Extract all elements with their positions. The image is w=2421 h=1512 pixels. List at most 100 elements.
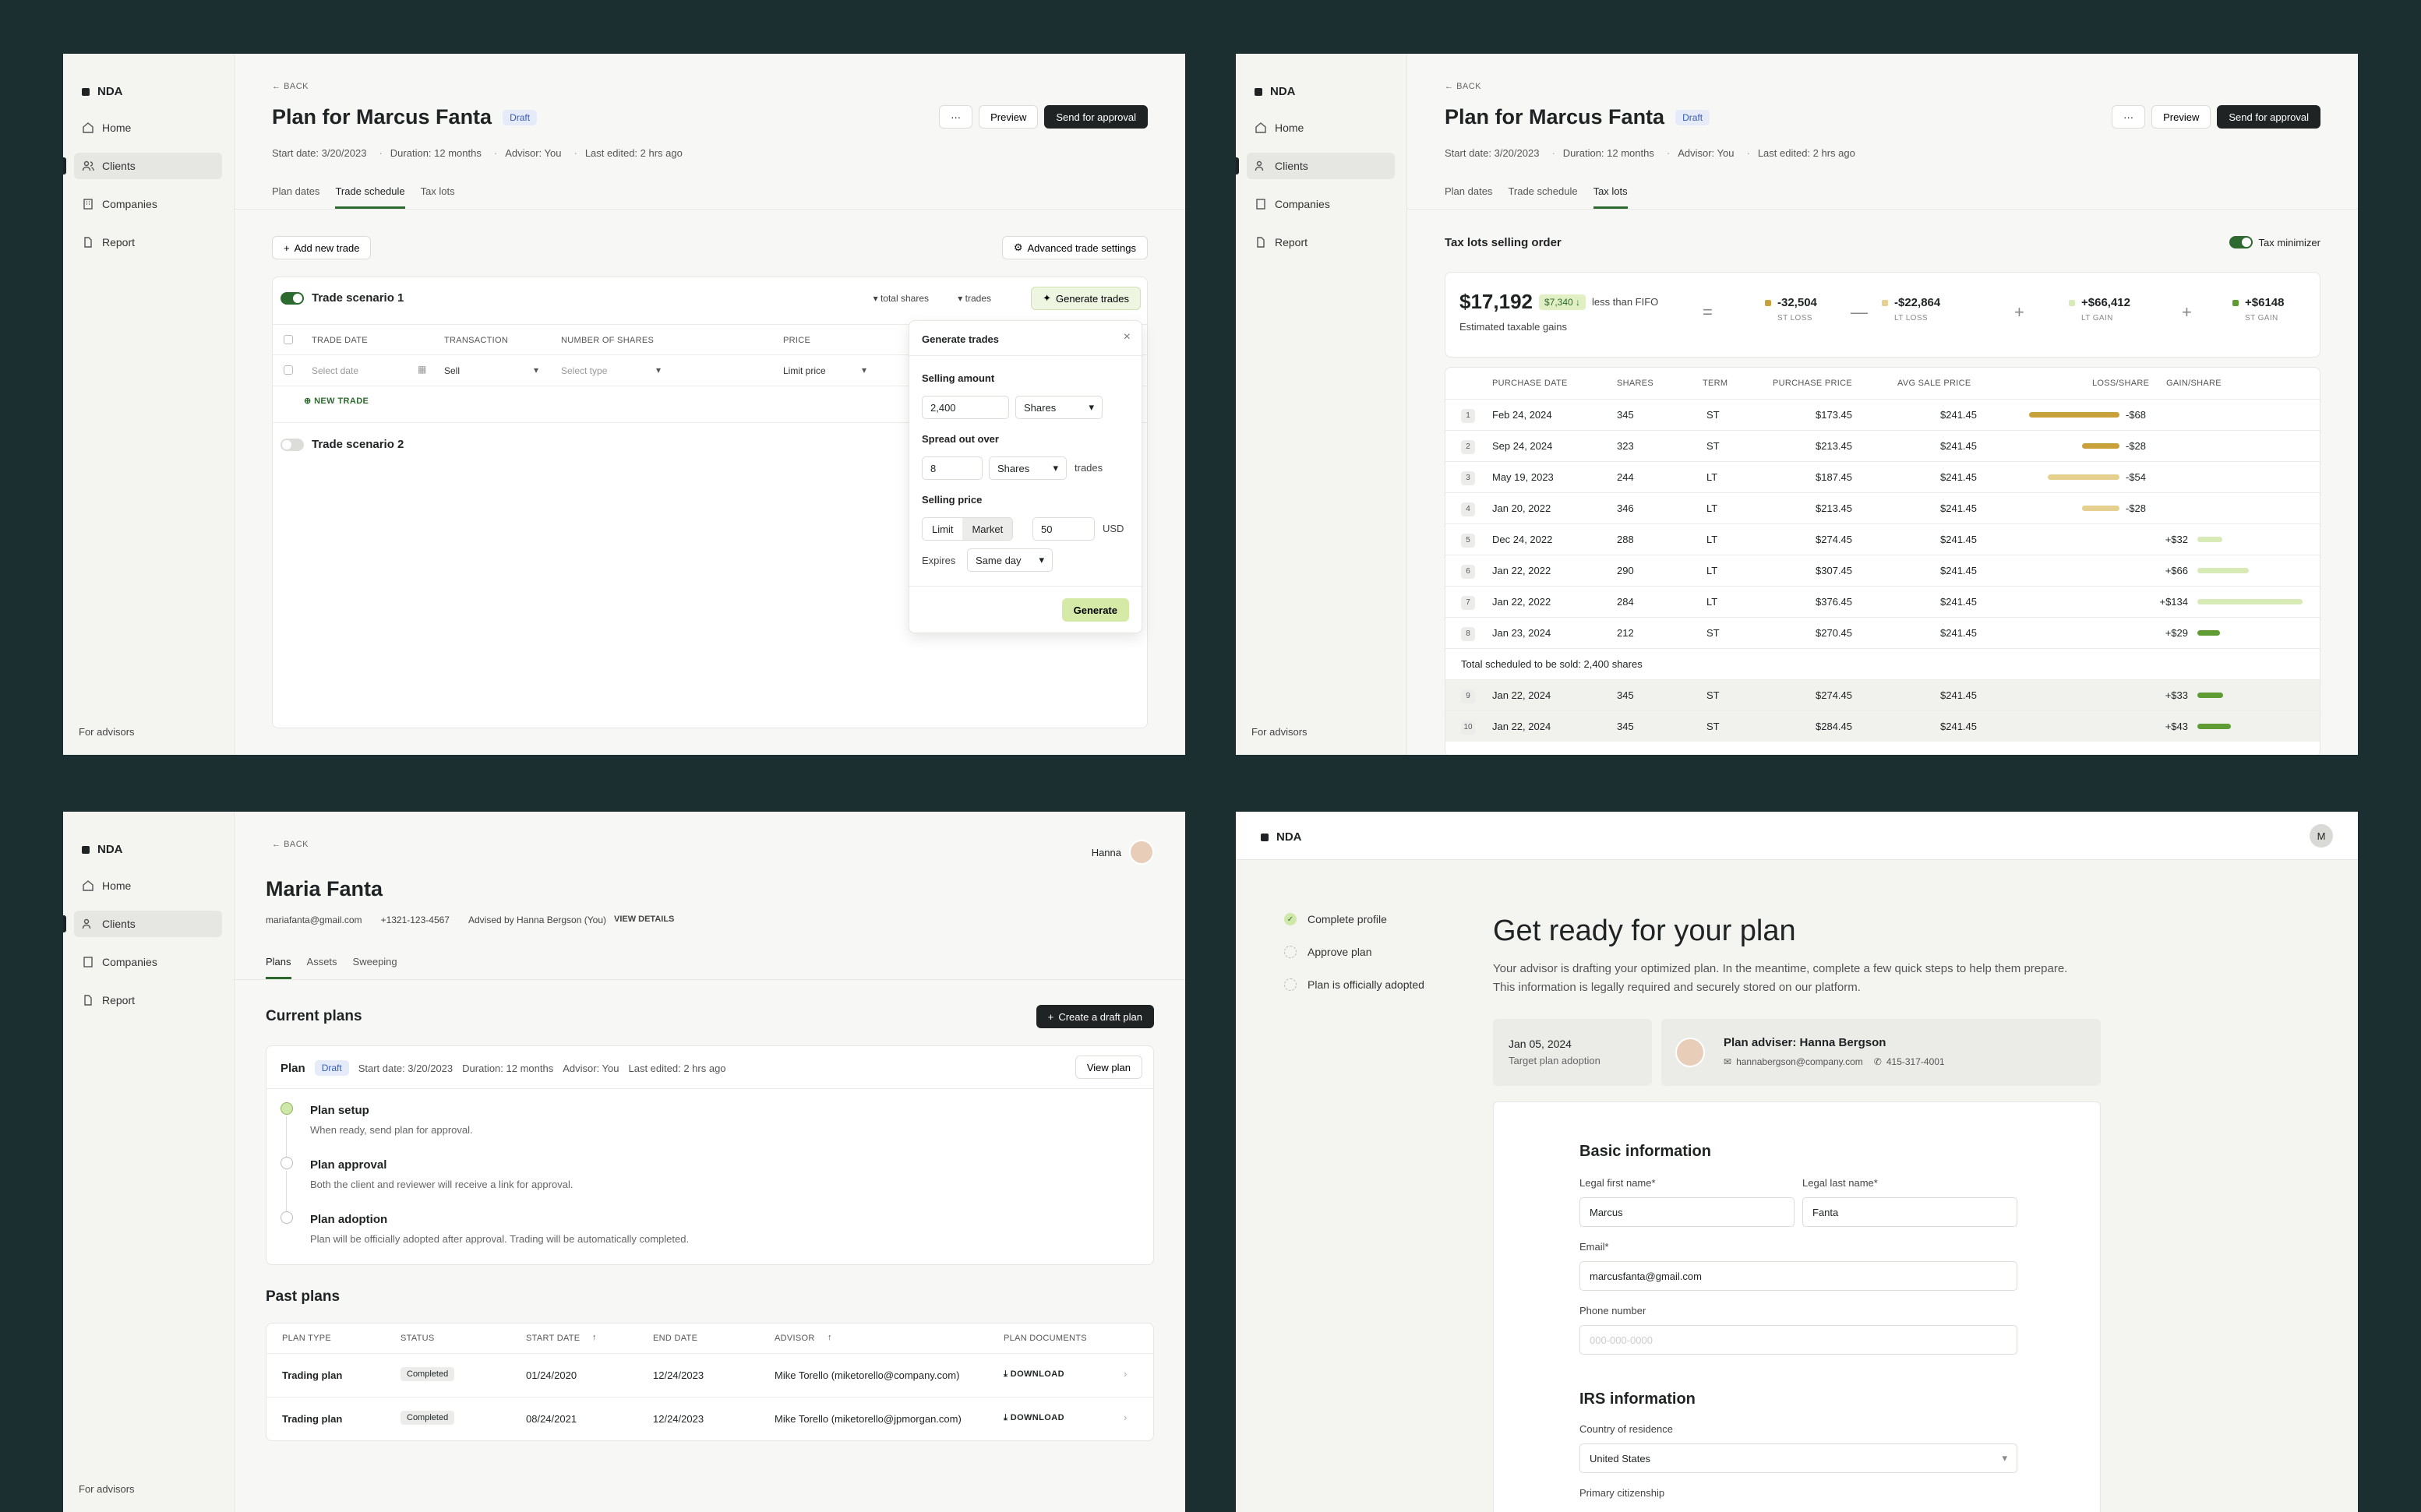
adviser-phone[interactable]: 415-317-4001 xyxy=(1886,1056,1945,1067)
advised-by: Advised by Hanna Bergson (You) xyxy=(468,915,606,925)
spread-unit-select[interactable]: Shares ▾ xyxy=(989,456,1067,480)
advanced-settings-button[interactable]: ⚙ Advanced trade settings xyxy=(1001,236,1148,259)
table-row[interactable]: Trading plan Completed 08/24/2021 12/24/202… xyxy=(266,1397,1153,1440)
nav-clients[interactable]: Clients xyxy=(1236,153,1395,179)
preview-button[interactable]: Preview xyxy=(979,105,1039,129)
nav-companies[interactable]: Companies xyxy=(74,191,222,217)
tab-trade-schedule[interactable]: Trade schedule xyxy=(1508,185,1578,197)
sort-arrow-icon[interactable]: ↑ xyxy=(828,1333,832,1342)
tab-tax-lots[interactable]: Tax lots xyxy=(1593,185,1628,209)
phone-field[interactable]: 000-000-0000 xyxy=(1579,1325,2017,1355)
tab-tax-lots[interactable]: Tax lots xyxy=(420,185,455,197)
send-approval-button[interactable]: Send for approval xyxy=(2217,105,2320,129)
table-row[interactable]: 10 Jan 22, 2024 345 ST $284.45 $241.45 +$43 xyxy=(1445,710,2320,742)
date-input[interactable]: Select date xyxy=(312,365,359,376)
nav-report[interactable]: Report xyxy=(1247,229,1395,256)
nav-companies[interactable]: Companies xyxy=(74,949,222,975)
download-link[interactable]: ⤓ DOWNLOAD xyxy=(1004,1369,1064,1380)
tab-plans[interactable]: Plans xyxy=(266,956,291,979)
table-row[interactable]: 7 Jan 22, 2022 284 LT $376.45 $241.45 +$134 xyxy=(1445,586,2320,617)
send-approval-button[interactable]: Send for approval xyxy=(1044,105,1148,129)
more-button[interactable]: ··· xyxy=(939,105,973,129)
amount-unit-select[interactable]: Shares ▾ xyxy=(1015,396,1103,419)
nav-home[interactable]: Home xyxy=(74,115,222,141)
onboarding-step[interactable]: Approve plan xyxy=(1284,946,1372,958)
table-row[interactable]: 5 Dec 24, 2022 288 LT $274.45 $241.45 +$32 xyxy=(1445,523,2320,555)
for-advisors[interactable]: For advisors xyxy=(79,726,135,738)
nav-clients[interactable]: Clients xyxy=(63,153,222,179)
table-row[interactable]: 1 Feb 24, 2024 345 ST $173.45 $241.45 -$68 xyxy=(1445,399,2320,430)
onboarding-step[interactable]: Plan is officially adopted xyxy=(1284,978,1424,991)
trades-select[interactable]: trades xyxy=(965,293,991,304)
table-row[interactable]: 4 Jan 20, 2022 346 LT $213.45 $241.45 -$28 xyxy=(1445,492,2320,523)
loss-value: -$28 xyxy=(2126,440,2147,452)
table-row[interactable]: 9 Jan 22, 2024 345 ST $274.45 $241.45 +$33 xyxy=(1445,679,2320,710)
back-link[interactable]: ← BACK xyxy=(272,82,309,91)
more-button[interactable]: ··· xyxy=(2112,105,2146,129)
nav-companies[interactable]: Companies xyxy=(1247,191,1395,217)
table-row[interactable]: 3 May 19, 2023 244 LT $187.45 $241.45 -$54 xyxy=(1445,461,2320,492)
market-option[interactable]: Market xyxy=(962,518,1013,540)
total-shares-select[interactable]: total shares xyxy=(880,293,929,304)
generate-button[interactable]: Generate xyxy=(1061,598,1129,622)
tab-sweeping[interactable]: Sweeping xyxy=(352,956,397,967)
scenario2-toggle[interactable] xyxy=(281,438,304,451)
tax-minimizer-toggle[interactable] xyxy=(2229,236,2253,248)
country-select[interactable]: United States ▾ xyxy=(1579,1443,2017,1473)
adviser-email[interactable]: hannabergson@company.com xyxy=(1736,1056,1863,1067)
email-field[interactable]: marcusfanta@gmail.com xyxy=(1579,1261,2017,1291)
onboarding-step[interactable]: ✓ Complete profile xyxy=(1284,913,1387,925)
back-link[interactable]: ← BACK xyxy=(1445,82,1482,91)
table-row[interactable]: 8 Jan 23, 2024 212 ST $270.45 $241.45 +$29 xyxy=(1445,617,2320,648)
selling-amount-input[interactable]: 2,400 xyxy=(922,396,1009,419)
chevron-down-icon: ▾ xyxy=(2002,1452,2007,1464)
client-name: Maria Fanta xyxy=(266,877,383,901)
price-select[interactable]: Limit price xyxy=(783,365,826,376)
create-draft-button[interactable]: + Create a draft plan xyxy=(1036,1005,1154,1028)
tab-plan-dates[interactable]: Plan dates xyxy=(272,185,320,197)
first-name-field[interactable]: Marcus xyxy=(1579,1197,1795,1227)
add-trade-button[interactable]: + Add new trade xyxy=(272,236,372,259)
scenario1-toggle[interactable] xyxy=(281,291,304,305)
tab-plan-dates[interactable]: Plan dates xyxy=(1445,185,1493,197)
tab-trade-schedule[interactable]: Trade schedule xyxy=(335,185,405,209)
tab-assets[interactable]: Assets xyxy=(306,956,337,967)
back-link[interactable]: ← BACK xyxy=(272,840,309,849)
plan-title: Plan for Marcus Fanta xyxy=(272,105,492,129)
avatar[interactable] xyxy=(1129,840,1154,865)
spread-input[interactable]: 8 xyxy=(922,456,983,480)
type-select[interactable]: Select type xyxy=(561,365,608,376)
close-icon[interactable]: × xyxy=(1123,330,1131,344)
nav-home[interactable]: Home xyxy=(74,872,222,899)
nav-report[interactable]: Report xyxy=(74,987,222,1013)
last-name-field[interactable]: Fanta xyxy=(1802,1197,2017,1227)
table-row[interactable]: 6 Jan 22, 2022 290 LT $307.45 $241.45 +$66 xyxy=(1445,555,2320,586)
generate-trades-button[interactable]: ✦ Generate trades xyxy=(1031,287,1141,310)
price-input[interactable]: 50 xyxy=(1032,517,1095,541)
summary-st-loss: -32,504 ST LOSS xyxy=(1765,296,1817,322)
chevron-right-icon[interactable]: › xyxy=(1124,1368,1128,1380)
preview-button[interactable]: Preview xyxy=(2151,105,2211,129)
for-advisors[interactable]: For advisors xyxy=(1251,726,1308,738)
for-advisors[interactable]: For advisors xyxy=(79,1483,135,1495)
limit-option[interactable]: Limit xyxy=(932,523,954,535)
col-advisor[interactable]: ADVISOR xyxy=(775,1334,815,1343)
view-plan-button[interactable]: View plan xyxy=(1075,1056,1142,1079)
chevron-right-icon[interactable]: › xyxy=(1124,1412,1128,1423)
col-start-date[interactable]: START DATE xyxy=(526,1334,581,1343)
nav-report[interactable]: Report xyxy=(74,229,222,256)
avatar[interactable]: M xyxy=(2310,824,2333,848)
spread-value: 8 xyxy=(930,462,937,474)
table-row[interactable]: 2 Sep 24, 2024 323 ST $213.45 $241.45 -$28 xyxy=(1445,430,2320,461)
nav-home[interactable]: Home xyxy=(1247,115,1395,141)
row-checkbox[interactable] xyxy=(284,365,293,375)
download-link[interactable]: ⤓ DOWNLOAD xyxy=(1004,1413,1064,1423)
sort-arrow-icon[interactable]: ↑ xyxy=(592,1333,597,1342)
new-trade-link[interactable]: ⊕ NEW TRADE xyxy=(304,396,369,406)
nav-clients[interactable]: Clients xyxy=(63,911,222,937)
select-all-checkbox[interactable] xyxy=(284,335,293,344)
transaction-select[interactable]: Sell xyxy=(444,365,461,376)
expires-select[interactable]: Same day ▾ xyxy=(967,548,1053,572)
table-row[interactable]: Trading plan Completed 01/24/2020 12/24/202… xyxy=(266,1353,1153,1397)
view-details-link[interactable]: VIEW DETAILS xyxy=(613,915,675,924)
